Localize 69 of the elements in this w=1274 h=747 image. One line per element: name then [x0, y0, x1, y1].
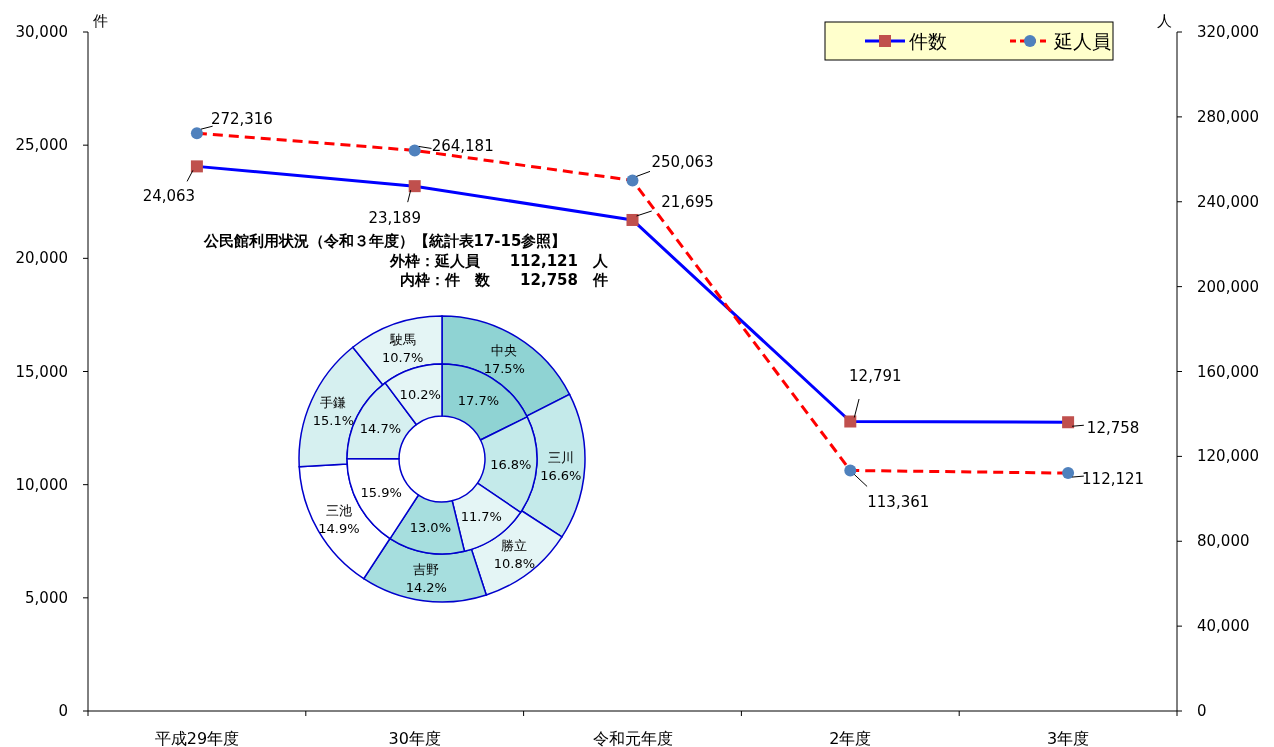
- data-label: 12,791: [849, 367, 902, 386]
- y2-axis-title: 人: [1157, 12, 1172, 30]
- x-tick-label: 30年度: [388, 729, 441, 747]
- y-tick-label: 30,000: [15, 23, 68, 41]
- y-tick-label: 0: [58, 702, 68, 720]
- annotation: 外枠：延人員 112,121 人: [388, 252, 609, 270]
- point: [626, 213, 639, 226]
- data-label: 113,361: [867, 493, 930, 512]
- point: [1062, 416, 1075, 429]
- chart-title: 公民館利用状況（令和３年度）【統計表17-15参照】: [202, 232, 567, 250]
- x-tick-label: 2年度: [829, 729, 872, 747]
- x-tick-label: 令和元年度: [592, 729, 673, 747]
- data-label: 112,121: [1082, 470, 1145, 489]
- point: [190, 160, 203, 173]
- legend-label: 延人員: [1053, 30, 1111, 52]
- y2-tick-label: 200,000: [1197, 277, 1260, 296]
- data-label: 15.1%: [312, 413, 355, 429]
- point: [844, 415, 857, 428]
- y2-tick-label: 120,000: [1197, 447, 1260, 466]
- legend-label: 件数: [909, 30, 947, 52]
- point: [190, 127, 203, 140]
- y-tick-label: 15,000: [15, 362, 68, 381]
- y2-tick-label: 160,000: [1197, 362, 1260, 381]
- slice-label: 中央: [491, 342, 518, 358]
- slice-label: 三池: [325, 503, 352, 519]
- y2-tick-label: 320,000: [1197, 23, 1260, 41]
- point: [408, 180, 421, 193]
- y-tick-label: 25,000: [15, 136, 68, 155]
- data-label: 13.0%: [409, 520, 452, 536]
- point: [626, 174, 639, 187]
- data-label: 24,063: [142, 187, 196, 206]
- data-label: 16.8%: [490, 456, 532, 472]
- y2-tick-label: 40,000: [1197, 617, 1250, 636]
- data-label: 11.7%: [460, 508, 502, 524]
- data-label: 10.8%: [493, 556, 536, 572]
- x-tick-label: 平成29年度: [154, 729, 240, 747]
- data-label: 14.7%: [359, 420, 402, 436]
- slice-label: 手鎌: [320, 395, 347, 411]
- data-label: 14.9%: [318, 521, 360, 537]
- slice-label: 駛馬: [388, 331, 416, 347]
- slice-label: 吉野: [413, 561, 440, 577]
- y-tick-label: 10,000: [15, 475, 68, 494]
- data-label: 15.9%: [360, 484, 402, 500]
- data-label: 272,316: [210, 110, 273, 129]
- point: [1062, 467, 1075, 480]
- data-label: 14.2%: [405, 579, 447, 595]
- data-label: 16.6%: [540, 468, 582, 484]
- y2-tick-label: 240,000: [1197, 192, 1260, 211]
- data-label: 21,695: [661, 192, 714, 211]
- y-axis-title: 件: [93, 12, 108, 30]
- data-label: 12,758: [1086, 419, 1140, 438]
- slice-label: 勝立: [501, 538, 528, 554]
- y2-tick-label: 80,000: [1197, 532, 1250, 551]
- slice-label: 三川: [547, 450, 574, 466]
- data-label: 10.7%: [382, 349, 424, 365]
- data-label: 17.5%: [483, 360, 525, 376]
- y2-tick-label: 0: [1197, 702, 1207, 720]
- point: [844, 464, 857, 477]
- y-tick-label: 5,000: [25, 588, 68, 607]
- x-tick-label: 3年度: [1047, 729, 1090, 747]
- y2-tick-label: 280,000: [1197, 107, 1260, 126]
- data-label: 17.7%: [457, 393, 500, 409]
- annotation: 内枠：件 数 12,758 件: [400, 271, 608, 289]
- data-label: 250,063: [651, 153, 714, 172]
- data-label: 10.2%: [399, 386, 441, 402]
- data-label: 23,189: [368, 209, 421, 228]
- data-label: 264,181: [431, 137, 494, 156]
- y-tick-label: 20,000: [15, 249, 68, 268]
- point: [408, 144, 421, 157]
